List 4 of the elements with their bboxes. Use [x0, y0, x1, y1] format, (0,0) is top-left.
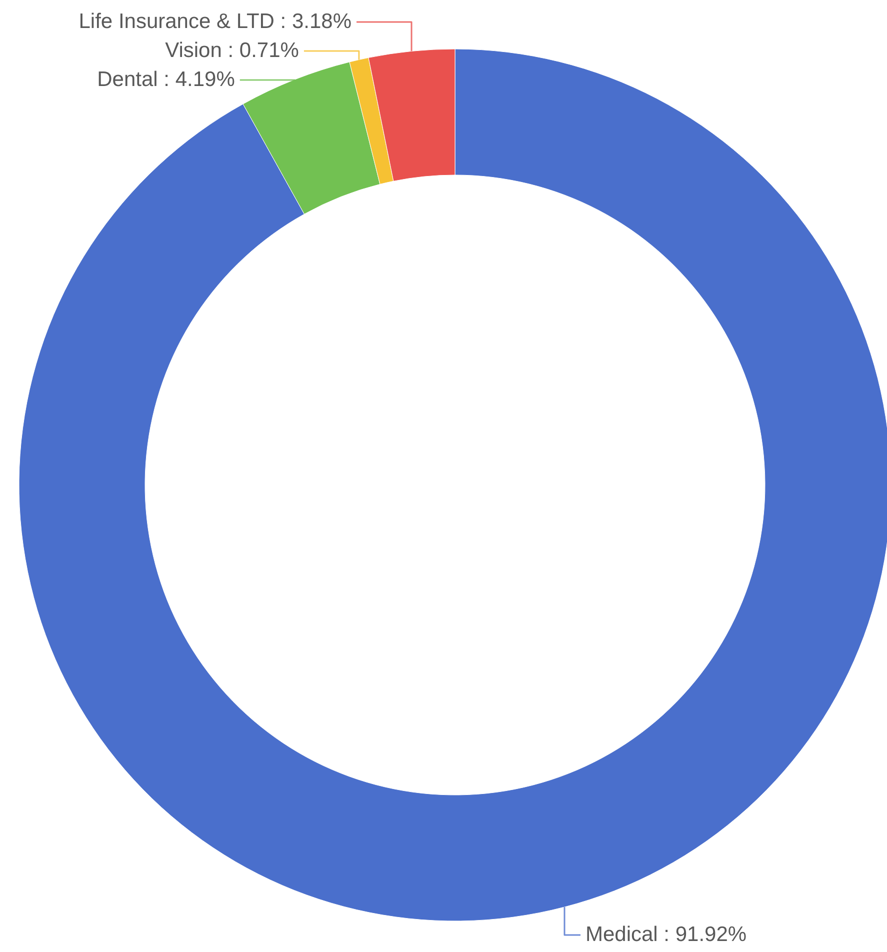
slice-label: Dental : 4.19%	[97, 68, 235, 91]
slice-label: Medical : 91.92%	[585, 923, 747, 946]
slice-label: Vision : 0.71%	[165, 39, 299, 62]
slice-label: Life Insurance & LTD : 3.18%	[78, 10, 352, 33]
